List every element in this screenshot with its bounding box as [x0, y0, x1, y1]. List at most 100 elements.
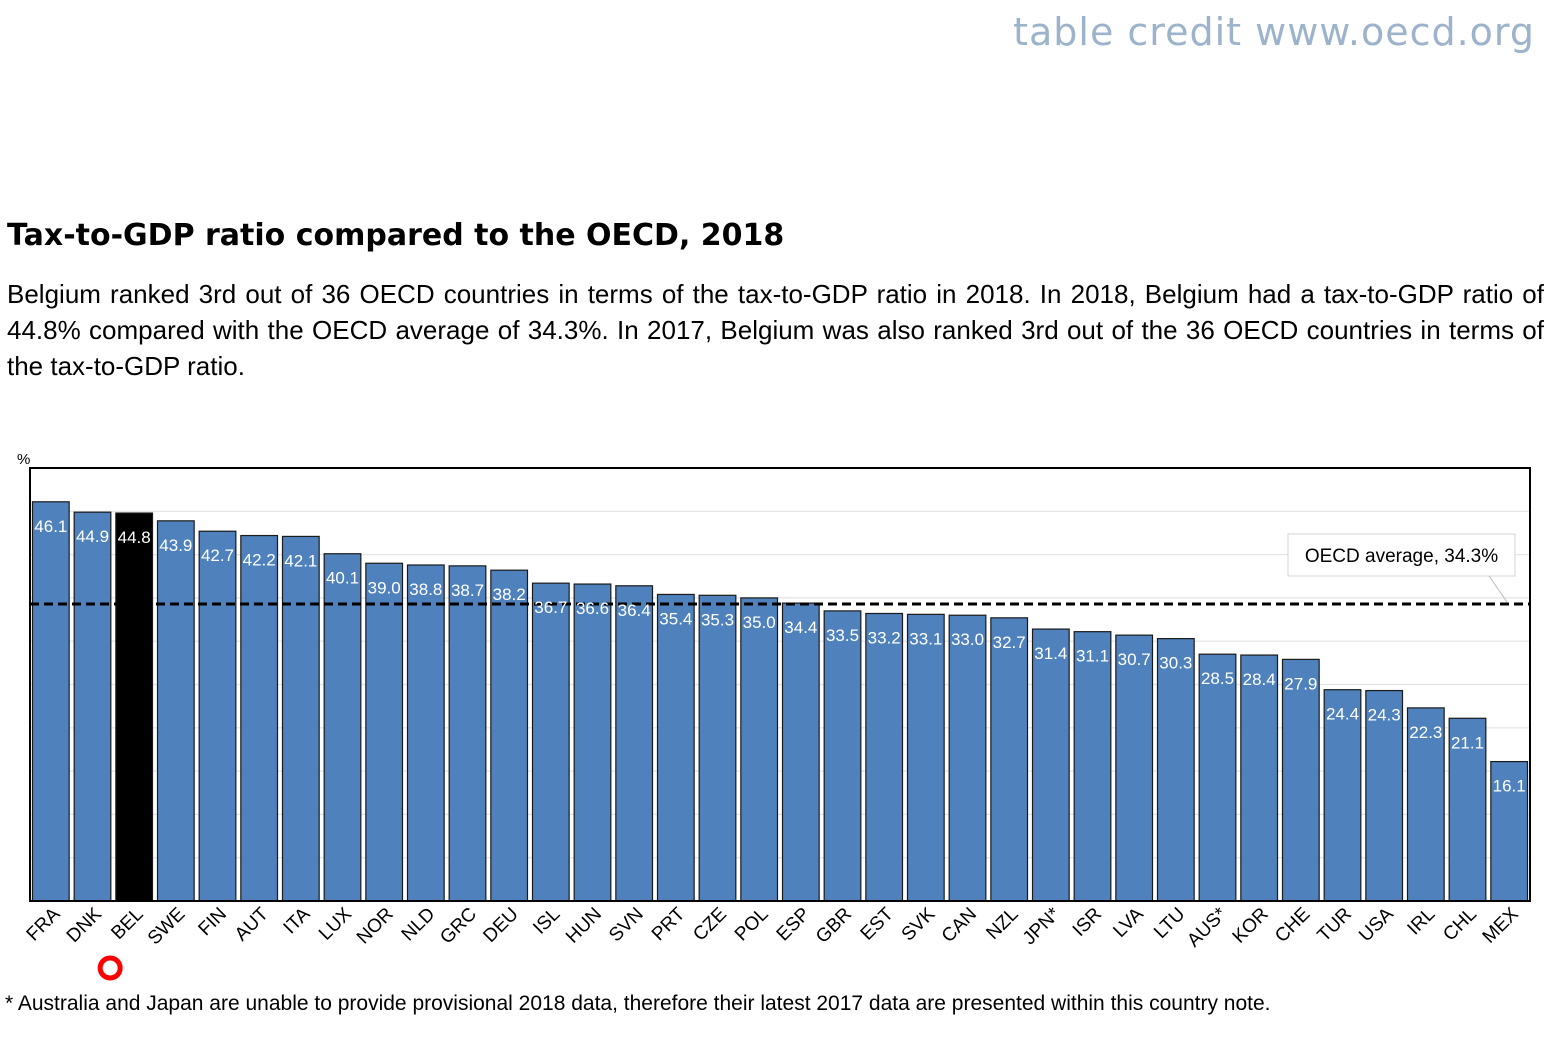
highlight-circle-marker [97, 955, 123, 981]
x-tick-label: HUN [562, 904, 606, 948]
table-credit: table credit www.oecd.org [1013, 10, 1535, 54]
x-tick-label: JPN* [1019, 903, 1065, 949]
bar-isr [1073, 631, 1112, 902]
bar-aut [240, 534, 279, 902]
bar-bel [115, 512, 154, 902]
data-label: 30.3 [1159, 654, 1192, 673]
data-label: 46.1 [34, 517, 67, 536]
x-tick-label: CZE [689, 904, 731, 946]
x-tick-label: FRA [23, 903, 65, 945]
data-label: 24.3 [1368, 706, 1401, 725]
bar-pol [740, 597, 779, 902]
bar-usa [1365, 689, 1404, 902]
data-label: 31.1 [1076, 647, 1109, 666]
data-label: 32.7 [993, 633, 1026, 652]
x-tick-label: SWE [144, 904, 189, 949]
footnote: * Australia and Japan are unable to prov… [5, 992, 1271, 1015]
bar-grc [448, 565, 487, 902]
bar-est [865, 612, 904, 902]
data-label: 42.7 [201, 546, 234, 565]
bar-aus [1198, 653, 1237, 902]
plot-frame [29, 467, 1531, 902]
oecd-average-pointer [1488, 575, 1508, 603]
bar-ltu [1156, 638, 1195, 902]
bar-lva [1115, 634, 1154, 902]
bar-nld [406, 564, 445, 902]
data-label: 44.9 [76, 527, 109, 546]
bar-nor [365, 562, 404, 902]
bar-ita [281, 535, 320, 902]
bar-kor [1240, 654, 1279, 902]
bar-can [948, 614, 987, 902]
x-tick-label: NZL [982, 904, 1022, 944]
bar-nzl [990, 617, 1029, 902]
x-tick-label: TUR [1314, 904, 1356, 946]
data-label: 28.5 [1201, 669, 1234, 688]
data-label: 35.3 [701, 610, 734, 629]
bar-cze [698, 594, 737, 902]
x-tick-label: CHL [1439, 904, 1481, 946]
bar-esp [781, 602, 820, 902]
bar-prt [656, 593, 695, 902]
data-label: 27.9 [1284, 674, 1317, 693]
x-tick-label: ISL [529, 904, 564, 939]
chart-heading: Tax-to-GDP ratio compared to the OECD, 2… [7, 218, 785, 253]
x-tick-label: DEU [479, 904, 522, 947]
x-tick-label: DNK [63, 903, 106, 946]
data-label: 36.4 [618, 601, 651, 620]
data-label: 42.1 [284, 551, 317, 570]
bar-svk [906, 613, 945, 902]
data-label: 38.7 [451, 581, 484, 600]
data-label: 33.2 [868, 628, 901, 647]
data-label: 30.7 [1118, 650, 1151, 669]
x-tick-label: NOR [353, 904, 398, 949]
x-tick-label: KOR [1229, 904, 1273, 948]
oecd-average-label: OECD average, 34.3% [1305, 546, 1498, 567]
data-label: 35.4 [659, 609, 692, 628]
bar-mex [1490, 760, 1529, 902]
bar-dnk [73, 511, 112, 902]
x-tick-label: LVA [1109, 903, 1147, 941]
bar-hun [573, 583, 612, 902]
data-label: 28.4 [1243, 670, 1276, 689]
data-label: 39.0 [368, 578, 401, 597]
x-tick-label: CAN [938, 904, 981, 947]
data-label: 24.4 [1326, 705, 1359, 724]
data-label: 33.1 [909, 629, 942, 648]
x-tick-label: SVK [898, 903, 940, 945]
data-label: 31.4 [1034, 644, 1067, 663]
data-label: 33.0 [951, 630, 984, 649]
data-label: 36.7 [534, 598, 567, 617]
x-tick-label: SVN [605, 904, 647, 946]
x-tick-label: POL [731, 904, 773, 946]
data-label: 40.1 [326, 569, 359, 588]
bar-jpn [1031, 628, 1070, 902]
x-tick-label: FIN [195, 904, 231, 940]
bar-swe [156, 520, 195, 902]
x-tick-label: ESP [773, 904, 815, 946]
x-tick-label: BEL [107, 904, 147, 944]
bar-chl [1448, 717, 1487, 902]
data-label: 16.1 [1493, 777, 1526, 796]
data-label: 33.5 [826, 626, 859, 645]
x-tick-label: GBR [812, 904, 856, 948]
x-tick-label: AUT [231, 903, 273, 945]
y-axis-label: % [17, 451, 30, 468]
bar-isl [531, 582, 570, 902]
x-tick-label: PRT [648, 903, 690, 945]
x-tick-label: NLD [398, 904, 440, 946]
bar-fra [31, 501, 70, 902]
bar-svn [615, 585, 654, 902]
data-label: 42.2 [243, 551, 276, 570]
oecd-average-box [1287, 533, 1516, 577]
bar-che [1281, 658, 1320, 902]
x-tick-label: EST [857, 903, 898, 944]
chart-description: Belgium ranked 3rd out of 36 OECD countr… [7, 279, 1544, 381]
data-label: 44.8 [118, 528, 151, 547]
bar-gbr [823, 610, 862, 902]
data-label: 35.0 [743, 613, 776, 632]
x-tick-label: CHE [1271, 904, 1314, 947]
x-tick-label: ITA [280, 903, 315, 938]
data-label: 38.2 [493, 585, 526, 604]
bar-fin [198, 530, 237, 902]
